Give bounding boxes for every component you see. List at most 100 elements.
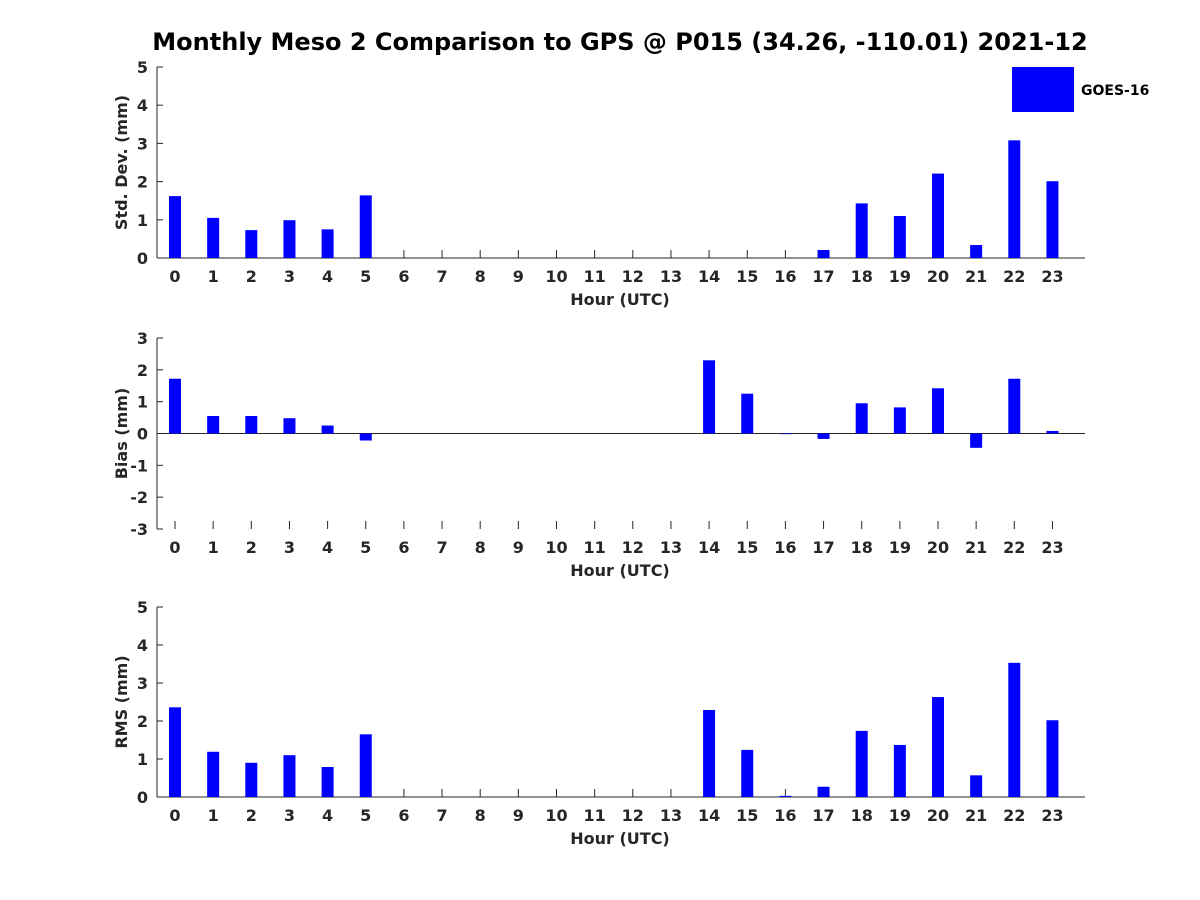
y-axis-label: Bias (mm) (112, 388, 131, 480)
bar-bias-hour-1 (207, 415, 220, 434)
y-tick-label: 0 (137, 425, 148, 444)
y-tick-label: 3 (137, 674, 148, 693)
bar-std-dev-hour-21 (970, 245, 983, 258)
bar-bias-hour-23 (1046, 430, 1059, 434)
bar-bias-hour-15 (741, 393, 754, 434)
bar-std-dev-hour-5 (359, 195, 372, 258)
bar-std-dev-hour-17 (817, 249, 830, 258)
x-tick-label: 1 (208, 806, 219, 825)
bar-bias-hour-4 (321, 425, 334, 434)
bar-bias-hour-14 (703, 360, 716, 434)
y-tick-label: 4 (137, 636, 148, 655)
bar-rms-hour-23 (1046, 720, 1059, 797)
x-tick-label: 23 (1041, 806, 1063, 825)
bar-rms-hour-19 (893, 744, 906, 797)
x-tick-label: 14 (698, 806, 720, 825)
bar-rms-hour-22 (1008, 662, 1021, 797)
bar-bias-hour-2 (245, 415, 258, 434)
x-tick-label: 1 (208, 267, 219, 286)
bar-bias-hour-20 (932, 388, 944, 434)
x-tick-label: 8 (475, 538, 486, 557)
x-tick-label: 5 (360, 806, 371, 825)
legend-swatch-goes-16 (1012, 67, 1074, 112)
x-tick-label: 22 (1003, 538, 1025, 557)
y-tick-label: 0 (137, 249, 148, 268)
x-tick-label: 9 (513, 806, 524, 825)
x-axis-label: Hour (UTC) (570, 290, 670, 309)
x-tick-label: 15 (736, 806, 758, 825)
x-tick-label: 19 (889, 267, 911, 286)
x-tick-label: 18 (851, 538, 873, 557)
bar-rms-hour-21 (970, 775, 983, 797)
x-axis-label: Hour (UTC) (570, 561, 670, 580)
x-tick-label: 10 (545, 267, 567, 286)
x-tick-label: 21 (965, 267, 987, 286)
bar-rms-hour-1 (207, 751, 220, 797)
x-tick-label: 16 (774, 538, 796, 557)
bar-rms-hour-2 (245, 762, 258, 797)
bar-bias-hour-22 (1008, 378, 1021, 434)
x-tick-label: 11 (584, 806, 606, 825)
y-tick-label: 1 (137, 750, 148, 769)
legend: GOES-16 (1012, 67, 1149, 112)
bar-bias-hour-16 (779, 433, 792, 435)
bar-std-dev-hour-18 (855, 203, 868, 258)
x-tick-label: 18 (851, 806, 873, 825)
x-tick-label: 9 (513, 267, 524, 286)
y-tick-label: 5 (137, 598, 148, 617)
y-tick-label: 2 (137, 361, 148, 380)
x-tick-label: 17 (812, 538, 834, 557)
x-tick-label: 4 (322, 267, 333, 286)
x-tick-label: 8 (475, 267, 486, 286)
x-tick-label: 21 (965, 538, 987, 557)
bar-rms-hour-16 (779, 795, 792, 797)
x-tick-label: 7 (436, 538, 447, 557)
bar-rms-hour-20 (932, 697, 944, 797)
y-tick-label: 1 (137, 393, 148, 412)
x-tick-label: 22 (1003, 806, 1025, 825)
bar-bias-hour-17 (817, 433, 830, 439)
x-tick-label: 0 (169, 806, 180, 825)
x-tick-label: 12 (622, 538, 644, 557)
x-tick-label: 7 (436, 267, 447, 286)
y-tick-label: 3 (137, 134, 148, 153)
x-tick-label: 20 (927, 267, 949, 286)
bar-std-dev-hour-1 (207, 217, 220, 258)
bar-std-dev-hour-0 (169, 196, 181, 258)
x-tick-label: 19 (889, 806, 911, 825)
x-tick-label: 5 (360, 538, 371, 557)
y-tick-label: -2 (130, 488, 148, 507)
x-tick-label: 22 (1003, 267, 1025, 286)
y-tick-label: 0 (137, 788, 148, 807)
bar-rms-hour-0 (169, 707, 181, 797)
x-tick-label: 5 (360, 267, 371, 286)
bar-std-dev-hour-3 (283, 220, 296, 258)
y-tick-label: 3 (137, 329, 148, 348)
x-axis-label: Hour (UTC) (570, 829, 670, 848)
bar-rms-hour-3 (283, 755, 296, 797)
bar-std-dev-hour-2 (245, 230, 258, 258)
bar-std-dev-hour-20 (932, 173, 944, 258)
x-tick-label: 15 (736, 267, 758, 286)
x-tick-label: 10 (545, 806, 567, 825)
x-tick-label: 9 (513, 538, 524, 557)
y-tick-label: 5 (137, 58, 148, 77)
x-tick-label: 20 (927, 538, 949, 557)
bar-std-dev-hour-4 (321, 229, 334, 258)
bar-std-dev-hour-23 (1046, 181, 1059, 258)
x-tick-label: 10 (545, 538, 567, 557)
x-tick-label: 23 (1041, 538, 1063, 557)
y-tick-label: 2 (137, 173, 148, 192)
chart-title: Monthly Meso 2 Comparison to GPS @ P015 … (152, 28, 1088, 56)
bar-rms-hour-17 (817, 786, 830, 797)
x-tick-label: 13 (660, 267, 682, 286)
x-tick-label: 4 (322, 806, 333, 825)
x-tick-label: 17 (812, 806, 834, 825)
bar-bias-hour-21 (970, 433, 983, 448)
x-tick-label: 0 (169, 267, 180, 286)
x-tick-label: 13 (660, 806, 682, 825)
legend-label-goes-16: GOES-16 (1081, 83, 1149, 99)
x-tick-label: 3 (284, 267, 295, 286)
